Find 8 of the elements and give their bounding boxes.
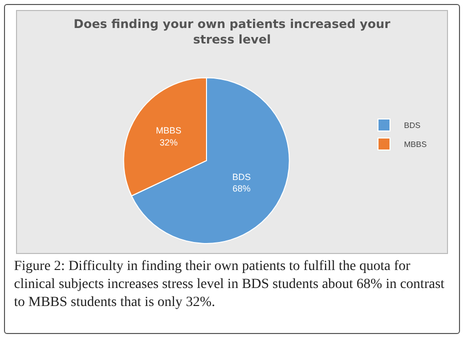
legend-label: BDS bbox=[404, 121, 420, 130]
slice-label: BDS bbox=[232, 172, 251, 182]
slice-label: MBBS bbox=[156, 126, 182, 136]
legend-label: MBBS bbox=[404, 140, 427, 150]
data-label: 32% bbox=[160, 137, 178, 148]
data-label: 68% bbox=[232, 184, 250, 194]
chart-title: Does finding your own patients increased your stress level bbox=[74, 16, 390, 47]
caption: Figure 2: Difficulty in finding their own patients to fulfill the quota for clinical subjects increases stress level in BDS students about 68% in contrast to MBBS students that is only 32%. bbox=[14, 258, 446, 312]
